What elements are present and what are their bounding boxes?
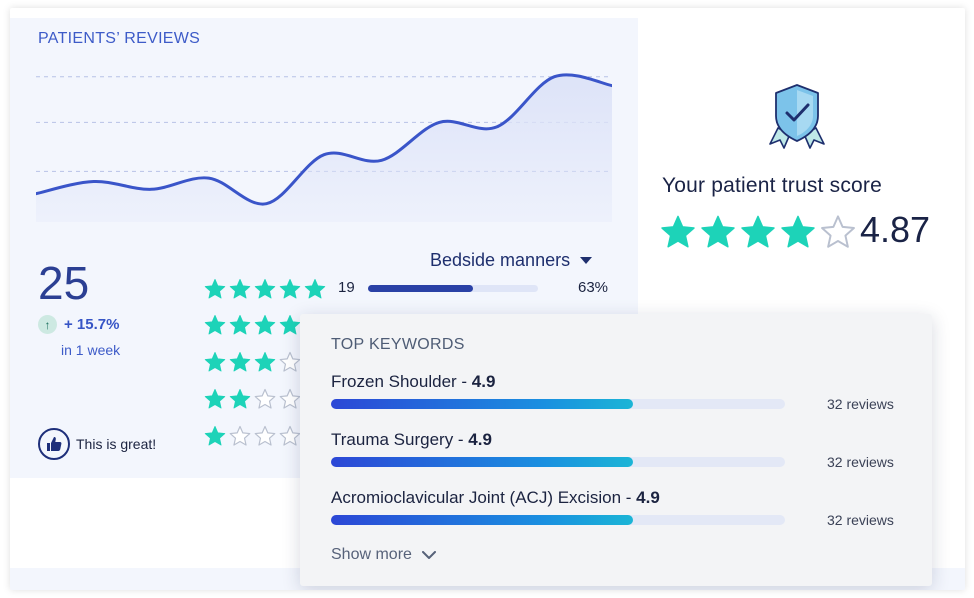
growth-period: in 1 week xyxy=(61,342,121,358)
keyword-score: 4.9 xyxy=(468,430,492,449)
review-count: 25 xyxy=(38,257,90,309)
star-icon xyxy=(661,215,695,248)
keyword-reviews-count: 32 reviews xyxy=(827,512,894,528)
star-icon xyxy=(229,315,251,335)
star-icon xyxy=(701,215,735,248)
arrow-up-icon: ↑ xyxy=(38,315,57,334)
keyword-bar-fill xyxy=(331,457,633,467)
star-icon xyxy=(204,389,226,409)
category-dropdown-label: Bedside manners xyxy=(430,250,571,270)
star-icon xyxy=(229,279,251,299)
shield-check-icon xyxy=(769,84,825,149)
keyword-score: 4.9 xyxy=(636,488,660,507)
feedback-button[interactable]: This is great! xyxy=(38,428,156,460)
keyword-item[interactable]: Trauma Surgery - 4.9 32 reviews xyxy=(331,430,911,470)
rating-row-count: 19 xyxy=(338,279,355,296)
feedback-label: This is great! xyxy=(76,436,157,452)
star-icon xyxy=(821,215,855,248)
keyword-score: 4.9 xyxy=(471,372,496,391)
star-icon xyxy=(279,425,301,446)
keyword-bar-fill xyxy=(331,515,633,525)
keyword-label: Acromioclavicular Joint (ACJ) Excision - xyxy=(331,488,637,507)
keywords-title: TOP KEYWORDS xyxy=(331,336,465,353)
trust-stars xyxy=(660,214,856,250)
caret-down-icon xyxy=(580,257,593,264)
chart-area xyxy=(36,74,612,222)
star-icon xyxy=(204,315,226,335)
chevron-down-icon xyxy=(421,550,436,559)
trust-score-title: Your patient trust score xyxy=(662,174,882,197)
star-icon xyxy=(254,315,276,335)
chart-series-line xyxy=(36,73,612,206)
reviews-trend-chart xyxy=(36,73,612,222)
star-icon xyxy=(254,388,276,409)
star-icon xyxy=(204,426,226,446)
keyword-reviews-count: 32 reviews xyxy=(827,454,894,470)
growth-value: + 15.7% xyxy=(64,316,120,333)
star-icon xyxy=(254,352,276,372)
keyword-label: Trauma Surgery - xyxy=(331,430,469,449)
star-icon xyxy=(254,425,276,446)
star-icon xyxy=(229,389,251,409)
top-keywords-card: TOP KEYWORDS Frozen Shoulder - 4.9 32 rev… xyxy=(300,314,932,586)
keyword-item[interactable]: Frozen Shoulder - 4.9 32 reviews xyxy=(331,372,911,412)
star-icon xyxy=(279,315,301,335)
keyword-bar xyxy=(331,457,785,467)
star-icon xyxy=(781,215,815,248)
keyword-bar-fill xyxy=(331,399,633,409)
star-icon xyxy=(204,279,226,299)
rating-row-bar-fill xyxy=(368,285,473,292)
category-dropdown[interactable]: Bedside manners xyxy=(430,250,593,271)
star-icon xyxy=(254,279,276,299)
keyword-name: Trauma Surgery - 4.9 xyxy=(331,430,911,450)
keyword-name: Frozen Shoulder - 4.9 xyxy=(331,372,911,392)
trust-score-value: 4.87 xyxy=(860,209,931,250)
star-icon xyxy=(229,425,251,446)
app-frame: PATIENTS’ REVIEWS 25 ↑ + 15.7% in 1 week… xyxy=(10,8,965,590)
star-icon xyxy=(229,352,251,372)
keyword-reviews-count: 32 reviews xyxy=(827,396,894,412)
keyword-item[interactable]: Acromioclavicular Joint (ACJ) Excision -… xyxy=(331,488,911,528)
keyword-bar xyxy=(331,515,785,525)
show-more-button[interactable]: Show more xyxy=(331,546,436,564)
star-icon xyxy=(304,279,326,299)
keyword-name: Acromioclavicular Joint (ACJ) Excision -… xyxy=(331,488,911,508)
rating-row-bar xyxy=(368,285,538,292)
rating-row-stars xyxy=(204,278,326,300)
rating-row-5-star[interactable]: 19 63% xyxy=(204,278,608,300)
rating-row-percent: 63% xyxy=(578,279,609,296)
thumbs-up-icon xyxy=(38,428,70,460)
star-icon xyxy=(741,215,775,248)
section-title: PATIENTS’ REVIEWS xyxy=(38,30,201,47)
growth-indicator: ↑ + 15.7% xyxy=(38,315,119,334)
star-icon xyxy=(279,279,301,299)
keyword-label: Frozen Shoulder - xyxy=(331,372,472,391)
keyword-bar xyxy=(331,399,785,409)
star-icon xyxy=(279,388,301,409)
star-icon xyxy=(204,352,226,372)
show-more-label: Show more xyxy=(331,546,412,563)
star-icon xyxy=(279,351,301,372)
